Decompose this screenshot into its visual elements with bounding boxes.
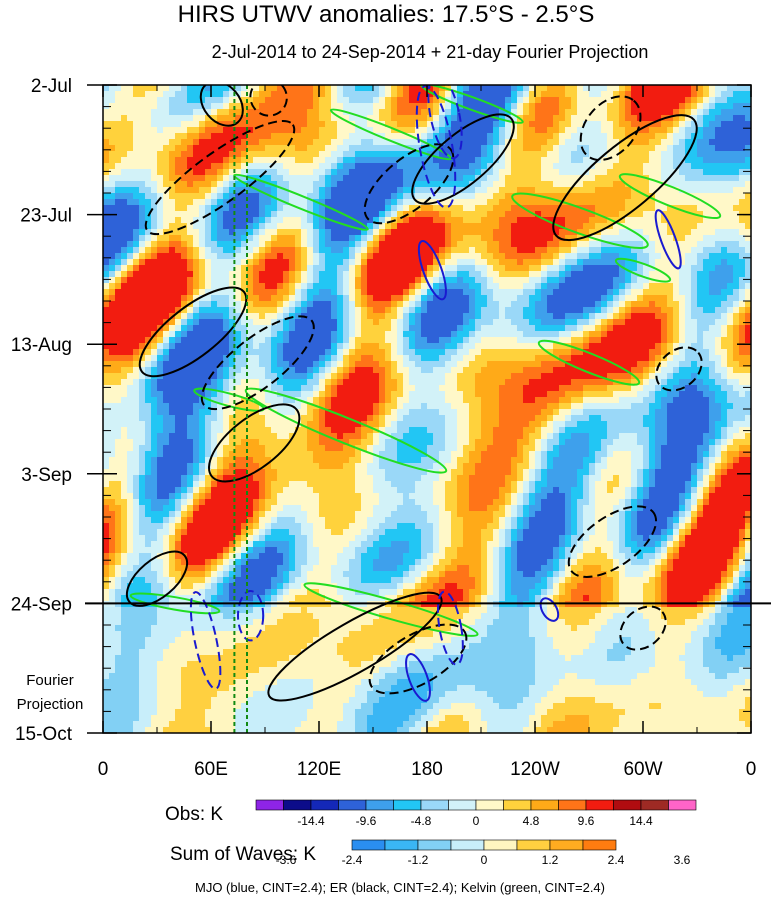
er-contour xyxy=(208,403,301,483)
mjo-contour xyxy=(405,653,431,702)
x-tick-label: 60W xyxy=(623,759,662,780)
er-contour xyxy=(655,346,703,392)
colorbar-swatch xyxy=(558,799,587,811)
colorbar-tick-label: 14.4 xyxy=(629,814,653,828)
x-tick-label: 120E xyxy=(297,759,341,780)
colorbar-swatch xyxy=(351,839,386,851)
colorbar-swatch xyxy=(255,799,284,811)
er-contour xyxy=(368,623,468,695)
waves-colorbar: -3.6 -2.4 -1.2 0 1.2 2.4 3.6 xyxy=(276,839,691,867)
kelvin-contour xyxy=(537,339,641,386)
axes: 0 60E 120E 180 120W 60W 0 2-Jul 23-Jul 13-Aug 3-Se… xyxy=(11,76,757,780)
colorbar-tick-label: 2.4 xyxy=(608,853,625,867)
footer-note: MJO (blue, CINT=2.4); ER (black, CINT=2.… xyxy=(195,880,605,895)
y-tick-label: 3-Sep xyxy=(21,465,72,486)
colorbar-tick-label: 4.8 xyxy=(523,814,540,828)
kelvin-contour xyxy=(129,592,221,615)
mjo-contour xyxy=(417,239,447,301)
colorbar-swatch xyxy=(503,799,532,811)
y-tick-label: 23-Jul xyxy=(20,206,72,227)
kelvin-contour xyxy=(618,173,722,220)
colorbar-swatch xyxy=(310,799,339,811)
forecast-label-line2: Projection xyxy=(17,696,84,713)
er-contour xyxy=(199,85,244,127)
colorbar-swatch xyxy=(483,839,518,851)
mjo-contour xyxy=(436,590,464,666)
kelvin-contour xyxy=(244,387,448,474)
colorbar-swatch xyxy=(582,839,617,851)
chart-title: HIRS UTWV anomalies: 17.5°S - 2.5°S xyxy=(178,1,595,28)
obs-colorbar-label: Obs: K xyxy=(165,804,223,825)
chart-subtitle: 2-Jul-2014 to 24-Sep-2014 + 21-day Fouri… xyxy=(212,42,649,62)
kelvin-contour xyxy=(233,173,369,231)
x-tick-label: 60E xyxy=(194,759,228,780)
x-tick-label: 120W xyxy=(510,759,560,780)
y-tick-label: 2-Jul xyxy=(31,76,72,97)
colorbar-swatch xyxy=(585,799,614,811)
er-contour xyxy=(249,85,288,117)
colorbar-swatch xyxy=(384,839,419,851)
colorbar-swatch xyxy=(450,839,485,851)
er-contour xyxy=(363,143,455,225)
colorbar-swatch xyxy=(338,799,367,811)
mjo-contour xyxy=(237,590,265,642)
colorbar-swatch xyxy=(448,799,477,811)
colorbar-tick-label: 0 xyxy=(473,814,480,828)
colorbar-swatch xyxy=(549,839,584,851)
forecast-label-line1: Fourier xyxy=(26,672,74,689)
wave-contours xyxy=(125,85,722,702)
kelvin-contour xyxy=(614,257,672,283)
colorbar-swatch xyxy=(640,799,669,811)
kelvin-contour xyxy=(511,192,649,249)
colorbar-tick-label: -4.8 xyxy=(411,814,432,828)
y-tick-label: 24-Sep xyxy=(11,594,72,615)
colorbar-swatch xyxy=(530,799,559,811)
reference-markers xyxy=(85,85,771,733)
er-contour xyxy=(411,113,515,205)
y-tick-label: 15-Oct xyxy=(15,724,73,745)
colorbar-swatch xyxy=(668,799,697,811)
colorbar-swatch xyxy=(475,799,504,811)
mjo-contour xyxy=(415,85,457,209)
colorbar-tick-label: 0 xyxy=(481,853,488,867)
x-tick-label: 180 xyxy=(411,759,443,780)
mjo-contour xyxy=(539,597,560,622)
colorbar-tick-label: -3.6 xyxy=(276,853,297,867)
er-contour xyxy=(125,550,189,607)
y-tick-label: 13-Aug xyxy=(11,335,72,356)
colorbar-tick-label: -14.4 xyxy=(297,814,325,828)
x-tick-label: 0 xyxy=(746,759,757,780)
colorbar-swatch xyxy=(365,799,394,811)
colorbar-tick-label: 3.6 xyxy=(674,853,691,867)
colorbar-swatch xyxy=(613,799,642,811)
anomaly-shading xyxy=(103,85,751,733)
colorbar-swatch xyxy=(420,799,449,811)
colorbar-tick-label: 1.2 xyxy=(542,853,559,867)
obs-colorbar: -14.4 -9.6 -4.8 0 4.8 9.6 14.4 xyxy=(255,799,697,828)
x-tick-label: 0 xyxy=(98,759,109,780)
er-contour xyxy=(579,95,642,162)
er-contour xyxy=(138,286,248,378)
colorbar-swatch xyxy=(417,839,452,851)
er-contour xyxy=(144,120,296,236)
er-contour xyxy=(567,505,658,578)
colorbar-tick-label: 9.6 xyxy=(578,814,595,828)
waves-colorbar-label: Sum of Waves: K xyxy=(170,844,316,865)
colorbar-tick-label: -1.2 xyxy=(408,853,429,867)
mjo-contour xyxy=(654,209,682,270)
colorbar-swatch xyxy=(283,799,312,811)
er-contour xyxy=(619,605,667,651)
colorbar-swatch xyxy=(516,839,551,851)
er-contour xyxy=(267,591,443,702)
colorbar-tick-label: -9.6 xyxy=(356,814,377,828)
er-contour xyxy=(200,315,315,411)
colorbar-tick-label: -2.4 xyxy=(342,853,363,867)
colorbar-swatch xyxy=(393,799,422,811)
er-contour xyxy=(552,114,698,242)
